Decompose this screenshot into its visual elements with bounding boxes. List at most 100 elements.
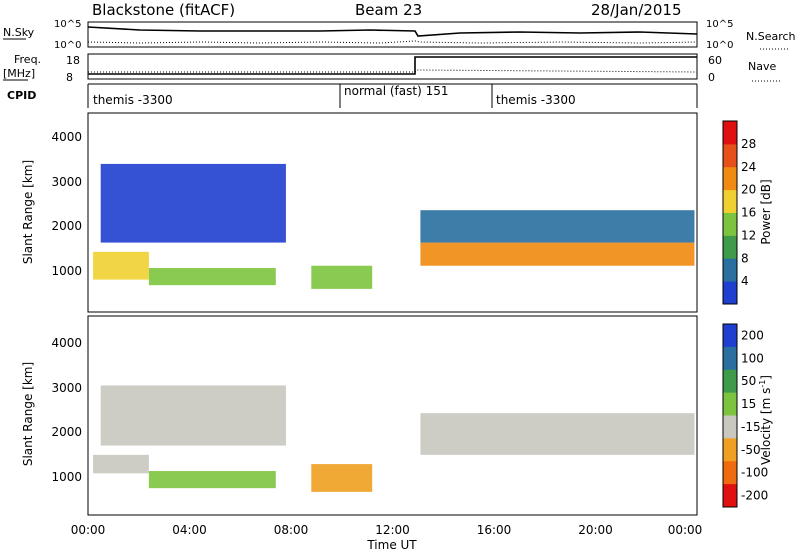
velocity-band-3 (100, 385, 286, 446)
velocity-colorbar-tick: 200 (741, 328, 764, 342)
power-panel: Slant Range [km] 1000 2000 3000 4000 4 8 1… (21, 112, 773, 313)
velocity-colorbar-label-end: ] (759, 375, 773, 380)
nave-tick-high: 60 (708, 54, 722, 67)
velocity-colorbar-tick: -200 (741, 489, 768, 503)
nsky-trace (87, 26, 698, 37)
velocity-colorbar-tick: -100 (741, 466, 768, 480)
velocity-ytick-3000: 3000 (51, 381, 82, 395)
power-ytick-3000: 3000 (51, 175, 82, 189)
nave-tick-low: 0 (708, 71, 715, 84)
nsearch-tick-high: 10^5 (706, 19, 733, 30)
velocity-colorbar-tick: 100 (741, 351, 764, 365)
power-colorbar-label: Power [dB] (759, 179, 773, 244)
power-colorbar-swatch-7 (723, 143, 737, 168)
velocity-colorbar-swatch-1 (723, 324, 737, 348)
velocity-colorbar-swatch-3 (723, 369, 737, 394)
cpid-strip: CPID themis -3300 normal (fast) 151 them… (7, 83, 698, 108)
power-colorbar-tick: 24 (741, 160, 756, 174)
power-colorbar-tick: 28 (741, 137, 756, 151)
time-axis-label: Time UT (366, 538, 417, 552)
power-colorbar-tick: 16 (741, 206, 756, 220)
velocity-ylabel: Slant Range [km] (21, 362, 35, 466)
cpid-segment-2: normal (fast) 151 (344, 84, 448, 98)
freq-panel: Freq. [MHz] 18 8 60 0 Nave (3, 53, 780, 84)
velocity-ytick-1000: 1000 (51, 470, 82, 484)
velocity-colorbar-swatch-5 (723, 415, 737, 439)
velocity-band-2 (148, 471, 276, 489)
power-ylabel: Slant Range [km] (21, 160, 35, 264)
power-colorbar-tick: 12 (741, 228, 756, 242)
power-band-2 (148, 268, 276, 286)
cpid-segment-1: themis -3300 (93, 93, 173, 107)
power-colorbar-swatch-1 (723, 281, 737, 305)
velocity-ytick-4000: 4000 (51, 336, 82, 350)
power-colorbar-swatch-2 (723, 258, 737, 282)
xtick-2400: 00:00 (668, 523, 703, 537)
velocity-colorbar-swatch-6 (723, 438, 737, 462)
power-yticks: 1000 2000 3000 4000 (51, 130, 82, 278)
nave-trace (88, 69, 698, 73)
nave-label: Nave (748, 60, 776, 73)
power-colorbar-frame (722, 120, 738, 305)
xtick-0000: 00:00 (71, 523, 106, 537)
freq-tick-low: 8 (66, 71, 73, 84)
velocity-colorbar-label: Velocity [m s-1] (758, 375, 773, 465)
cpid-label: CPID (7, 89, 36, 102)
time-axis: 00:00 04:00 08:00 12:00 16:00 20:00 00:0… (71, 523, 703, 552)
velocity-band-1 (93, 454, 149, 474)
power-band-5 (420, 242, 695, 266)
xtick-0800: 08:00 (274, 523, 309, 537)
velocity-colorbar: 200 100 50 15 -15 -50 -100 -200 (722, 323, 768, 508)
power-band-4 (311, 265, 373, 289)
velocity-colorbar-label-sup: -1 (758, 380, 767, 388)
velocity-colorbar-swatch-2 (723, 346, 737, 371)
freq-label: Freq. (14, 53, 41, 66)
velocity-colorbar-tick: -50 (741, 443, 761, 457)
velocity-colorbar-swatch-8 (723, 484, 737, 508)
freq-trace (88, 56, 697, 75)
xtick-1600: 16:00 (477, 523, 512, 537)
power-ytick-4000: 4000 (51, 130, 82, 144)
power-band-3 (100, 163, 286, 243)
nsky-panel: N.Sky 10^5 10^0 10^5 10^0 N.Search (3, 19, 796, 51)
velocity-panel: Slant Range [km] 1000 2000 3000 4000 200… (21, 315, 773, 552)
power-colorbar-swatch-3 (723, 235, 737, 259)
velocity-colorbar-swatch-4 (723, 392, 737, 416)
power-colorbar-tick: 4 (741, 274, 749, 288)
nsearch-label: N.Search (746, 30, 796, 43)
date-label: 28/Jan/2015 (591, 1, 682, 19)
xtick-1200: 12:00 (375, 523, 410, 537)
power-colorbar-tick: 20 (741, 183, 756, 197)
velocity-yticks: 1000 2000 3000 4000 (51, 336, 82, 484)
nsky-tick-high: 10^5 (54, 19, 81, 30)
xtick-2000: 20:00 (578, 523, 613, 537)
power-ytick-1000: 1000 (51, 264, 82, 278)
velocity-band-5 (420, 413, 695, 455)
velocity-ytick-2000: 2000 (51, 425, 82, 439)
velocity-band-4 (311, 464, 373, 492)
power-ytick-2000: 2000 (51, 219, 82, 233)
power-plot-area (93, 163, 695, 289)
velocity-colorbar-frame (722, 323, 738, 508)
cpid-segment-3: themis -3300 (496, 93, 576, 107)
velocity-colorbar-tick: 50 (741, 374, 756, 388)
power-colorbar: 4 8 12 16 20 24 28 (722, 120, 756, 305)
power-colorbar-swatch-8 (723, 121, 737, 145)
power-colorbar-swatch-5 (723, 189, 737, 213)
power-colorbar-swatch-4 (723, 212, 737, 236)
nsearch-tick-low: 10^0 (706, 40, 733, 51)
xtick-0400: 04:00 (172, 523, 207, 537)
nsearch-trace (87, 40, 698, 44)
velocity-colorbar-label-main: Velocity [m s (759, 388, 773, 465)
velocity-plot-area (93, 385, 695, 492)
freq-tick-high: 18 (66, 54, 80, 67)
power-colorbar-swatch-6 (723, 166, 737, 191)
power-band-1 (93, 251, 149, 280)
station-title: Blackstone (fitACF) (92, 1, 235, 19)
power-band-6 (420, 210, 695, 243)
power-colorbar-tick: 8 (741, 251, 749, 265)
nsky-label: N.Sky (3, 26, 35, 39)
nsky-tick-low: 10^0 (54, 40, 81, 51)
velocity-colorbar-swatch-7 (723, 461, 737, 485)
